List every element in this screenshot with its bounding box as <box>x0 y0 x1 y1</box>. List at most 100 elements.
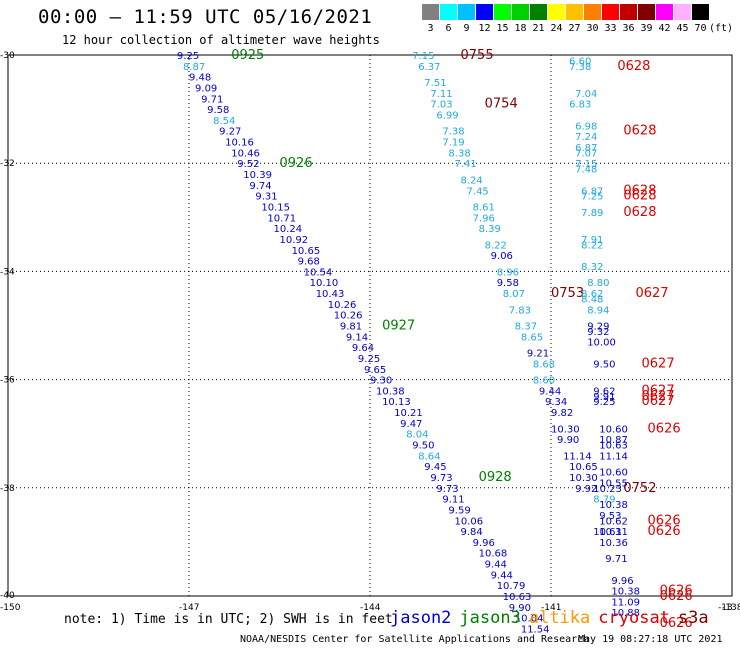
scale-label: 12 <box>478 23 491 34</box>
lon-tick-label: -138 <box>722 603 740 613</box>
wave-height-label: 7.38 <box>569 62 591 73</box>
wave-height-label: 10.63 <box>503 592 532 603</box>
pass-time-label: 0928 <box>479 470 512 485</box>
satellite-jason2: jason2 <box>390 608 452 628</box>
wave-height-label: 8.87 <box>183 62 205 73</box>
wave-height-label: 10.38 <box>611 587 640 598</box>
wave-height-label: 6.37 <box>418 62 440 73</box>
wave-height-label: 9.90 <box>557 435 579 446</box>
wave-height-label: 10.06 <box>454 516 483 527</box>
wave-height-label: 10.60 <box>599 468 628 479</box>
wave-height-label: 8.32 <box>581 262 603 273</box>
wave-height-label: 10.63 <box>599 441 628 452</box>
wave-height-label: 8.94 <box>587 305 609 316</box>
wave-height-label: 9.29 <box>587 322 609 333</box>
wave-height-label: 9.11 <box>442 495 464 506</box>
wave-height-label: 9.25 <box>358 354 380 365</box>
lat-tick-label: -38 <box>0 484 15 494</box>
satellite-jason3: jason3 <box>459 608 521 628</box>
page-title: 00:00 – 11:59 UTC 05/16/2021 <box>38 6 373 28</box>
pass-time-label: 0627 <box>642 383 675 398</box>
satellite-cryosat: cryosat <box>598 608 670 628</box>
wave-height-label: 7.96 <box>473 213 495 224</box>
wave-height-label: 7.15 <box>412 51 434 62</box>
wave-height-label: 10.38 <box>376 386 405 397</box>
wave-height-label: 10.39 <box>243 170 272 181</box>
wave-height-label: 10.38 <box>599 500 628 511</box>
scale-label: 6 <box>445 23 452 34</box>
wave-height-label: 6.87 <box>581 186 603 197</box>
wave-height-label: 6.83 <box>569 100 591 111</box>
footer-credit: NOAA/NESDIS Center for Satellite Applica… <box>240 634 590 645</box>
wave-height-label: 9.25 <box>593 397 615 408</box>
wave-height-label: 10.43 <box>316 289 345 300</box>
wave-height-label: 7.03 <box>430 100 452 111</box>
wave-height-label: 9.74 <box>249 181 271 192</box>
wave-height-label: 7.19 <box>442 138 464 149</box>
scale-swatch <box>620 4 637 20</box>
scale-label: 18 <box>514 23 527 34</box>
wave-height-label: 9.44 <box>491 570 513 581</box>
wave-height-label: 6.98 <box>575 121 597 132</box>
wave-height-label: 8.62 <box>581 289 603 300</box>
wave-height-label: 9.44 <box>485 560 507 571</box>
pass-time-label: 0628 <box>623 124 656 139</box>
wave-height-label: 9.58 <box>207 105 229 116</box>
wave-height-label: 6.99 <box>436 111 458 122</box>
wave-height-label: 9.27 <box>219 127 241 138</box>
wave-height-label: 7.11 <box>430 89 452 100</box>
note-text: note: 1) Time is in UTC; 2) SWH is in fe… <box>64 612 393 627</box>
wave-height-label: 9.96 <box>611 576 633 587</box>
wave-height-label: 9.47 <box>400 419 422 430</box>
scale-swatch <box>638 4 655 20</box>
scale-swatch <box>494 4 511 20</box>
satellite-legend: jason2 jason3 altika cryosat s3a <box>390 608 717 628</box>
wave-height-label: 10.36 <box>599 538 628 549</box>
wave-height-label: 10.00 <box>587 338 616 349</box>
wave-height-label: 9.25 <box>177 51 199 62</box>
wave-height-label: 9.48 <box>189 73 211 84</box>
wave-height-label: 10.68 <box>479 549 508 560</box>
wave-height-label: 8.60 <box>533 376 555 387</box>
wave-height-label: 7.38 <box>442 127 464 138</box>
scale-label: 15 <box>496 23 509 34</box>
wave-height-label: 8.22 <box>581 240 603 251</box>
wave-height-label: 10.16 <box>225 138 254 149</box>
lon-tick-label: -147 <box>179 603 199 613</box>
scale-swatch <box>566 4 583 20</box>
wave-height-label: 7.45 <box>467 186 489 197</box>
wave-height-label: 9.73 <box>436 484 458 495</box>
lat-tick-label: -40 <box>0 591 15 601</box>
wave-height-label: 7.48 <box>575 165 597 176</box>
wave-height-label: 10.26 <box>328 300 357 311</box>
wave-height-label: 9.50 <box>593 359 615 370</box>
wave-height-label: 7.41 <box>454 159 476 170</box>
pass-time-label: 0927 <box>382 319 415 334</box>
pass-time-label: 0628 <box>623 205 656 220</box>
corner-label-right: -13 <box>718 603 733 613</box>
wave-height-label: 10.23 <box>593 484 622 495</box>
scale-swatch <box>656 4 673 20</box>
pass-time-label: 0926 <box>280 156 313 171</box>
wave-height-label: 10.13 <box>382 397 411 408</box>
wave-height-label: 10.60 <box>599 424 628 435</box>
wave-height-label: 10.55 <box>599 478 628 489</box>
wave-height-label: 10.10 <box>310 278 339 289</box>
wave-height-label: 10.87 <box>599 435 628 446</box>
pass-time-label: 0628 <box>617 59 650 74</box>
wave-height-label: 10.15 <box>261 202 290 213</box>
wave-height-label: 9.64 <box>352 343 374 354</box>
lat-tick-label: -32 <box>0 159 15 169</box>
wave-height-label: 9.30 <box>370 376 392 387</box>
scale-label: 36 <box>622 23 635 34</box>
pass-time-label: 0627 <box>642 356 675 371</box>
wave-height-label: 7.07 <box>575 148 597 159</box>
scale-label: 9 <box>463 23 470 34</box>
wave-height-label: 8.24 <box>461 175 483 186</box>
wave-height-label: 8.54 <box>213 116 235 127</box>
wave-height-label: 9.68 <box>298 257 320 268</box>
wave-height-label: 10.71 <box>267 213 296 224</box>
wave-height-label: 10.65 <box>569 462 598 473</box>
lat-tick-label: -34 <box>0 267 15 277</box>
scale-swatch <box>476 4 493 20</box>
